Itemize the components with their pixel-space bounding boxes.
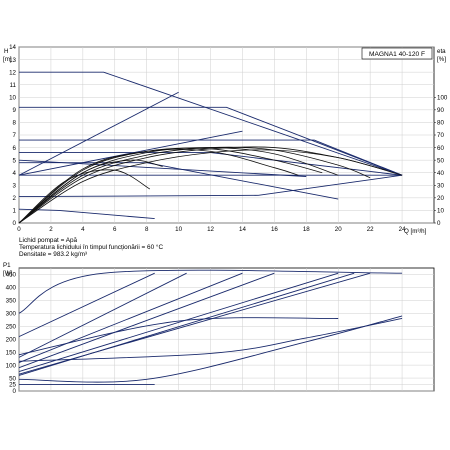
power-y-tick-label: 150 bbox=[6, 349, 17, 356]
qh-y-tick-label: 13 bbox=[9, 57, 16, 64]
model-label-box bbox=[361, 47, 433, 60]
qh-y-tick-label: 8 bbox=[13, 120, 17, 127]
power-axis-unit-p1: P1 bbox=[3, 262, 11, 269]
y2-axis-unit-eta: eta bbox=[437, 48, 446, 55]
note-density: Densitate = 983.2 kg/m³ bbox=[19, 251, 87, 258]
y-axis-unit-h: H bbox=[4, 48, 8, 55]
power-y-tick-label: 0 bbox=[13, 388, 17, 395]
power-curve-3 bbox=[18, 272, 187, 358]
note-liquid: Lichid pompat = Apă bbox=[19, 237, 78, 244]
power-y-tick-label: 200 bbox=[6, 336, 17, 343]
qh-y-tick-label: 12 bbox=[9, 69, 16, 76]
qh-series bbox=[18, 71, 403, 224]
qh-y-tick-label: 10 bbox=[9, 94, 16, 101]
power-curve-5 bbox=[18, 272, 275, 369]
qh-tick-labels: 0 2 4 6 8 10 12 14 16 18 20 22 240123456789101112131… bbox=[9, 44, 448, 233]
qh-y-tick-label: 6 bbox=[13, 145, 17, 152]
power-curve-9 bbox=[18, 317, 339, 356]
note-temperature: Temperatura lichidului în timpul funcțio… bbox=[19, 243, 163, 251]
power-y-tick-label: 50 bbox=[9, 375, 16, 382]
qh-y-tick-label: 1 bbox=[13, 208, 17, 215]
power-axis-unit-w: [W] bbox=[3, 270, 13, 277]
qh-y-tick-label: 9 bbox=[13, 107, 17, 114]
qh-y-tick-label: 5 bbox=[13, 157, 17, 164]
eta-tick-label: 30 bbox=[437, 182, 444, 189]
qh-y-tick-label: 14 bbox=[9, 44, 16, 51]
eta-curve-19 bbox=[18, 169, 151, 224]
qh-y-tick-label: 4 bbox=[13, 170, 17, 177]
qh-x-tick-label: 14 bbox=[239, 226, 246, 233]
qh-x-tick-label: 18 bbox=[303, 226, 310, 233]
power-y-tick-label: 400 bbox=[6, 285, 17, 292]
power-y-tick-label: 100 bbox=[6, 362, 17, 369]
power-y-tick-label: 300 bbox=[6, 311, 17, 318]
eta-tick-label: 90 bbox=[437, 107, 444, 114]
power-y-tick-label: 350 bbox=[6, 298, 17, 305]
qh-grid bbox=[18, 46, 436, 224]
eta-tick-label: 10 bbox=[437, 208, 444, 215]
x-axis-unit: Q [m³/h] bbox=[404, 228, 427, 235]
qh-y-tick-label: 3 bbox=[13, 182, 17, 189]
eta-tick-label: 80 bbox=[437, 120, 444, 127]
power-curve-10 bbox=[18, 315, 403, 383]
qh-x-tick-label: 20 bbox=[335, 226, 342, 233]
qh-y-tick-label: 2 bbox=[13, 195, 17, 202]
power-series bbox=[18, 269, 403, 385]
power-curve-8 bbox=[18, 272, 355, 376]
model-label: MAGNA1 40-120 F bbox=[369, 51, 425, 58]
eta-tick-label: 0 bbox=[437, 220, 441, 227]
power-curve-6 bbox=[18, 272, 339, 373]
power-curve-12 bbox=[18, 318, 403, 362]
qh-x-tick-label: 24 bbox=[399, 226, 406, 233]
eta-tick-label: 20 bbox=[437, 195, 444, 202]
qh-x-tick-label: 4 bbox=[81, 226, 85, 233]
eta-tick-label: 50 bbox=[437, 157, 444, 164]
qh-x-tick-label: 10 bbox=[175, 226, 182, 233]
power-curve-2 bbox=[18, 272, 155, 338]
y-axis-unit-m: [m] bbox=[3, 56, 12, 63]
y2-axis-unit-percent: [%] bbox=[437, 56, 446, 63]
eta-tick-label: 60 bbox=[437, 145, 444, 152]
eta-tick-label: 70 bbox=[437, 132, 444, 139]
eta-tick-label: 40 bbox=[437, 170, 444, 177]
qh-x-tick-label: 8 bbox=[145, 226, 149, 233]
power-curve-4 bbox=[18, 272, 243, 363]
qh-curve-1 bbox=[19, 71, 403, 176]
qh-x-tick-label: 16 bbox=[271, 226, 278, 233]
qh-x-tick-label: 12 bbox=[207, 226, 214, 233]
qh-curve-2 bbox=[19, 106, 403, 176]
qh-eta-chart: 0 2 4 6 8 10 12 14 16 18 20 22 240123456789101112131… bbox=[3, 44, 448, 258]
power-y-tick-label: 450 bbox=[6, 272, 17, 279]
eta-curve-18 bbox=[18, 159, 163, 224]
eta-curve-17 bbox=[18, 148, 299, 224]
qh-x-tick-label: 0 bbox=[17, 226, 21, 233]
qh-x-tick-label: 22 bbox=[367, 226, 374, 233]
power-curve-1 bbox=[18, 269, 403, 314]
qh-x-tick-label: 2 bbox=[49, 226, 53, 233]
qh-curve-3 bbox=[19, 139, 403, 176]
qh-y-tick-label: 0 bbox=[13, 220, 17, 227]
qh-x-tick-label: 6 bbox=[113, 226, 117, 233]
qh-curve-10 bbox=[18, 130, 243, 176]
qh-y-tick-label: 11 bbox=[10, 82, 17, 89]
qh-y-tick-label: 7 bbox=[13, 132, 17, 139]
qh-curve-7 bbox=[18, 174, 403, 198]
power-y-tick-label: 250 bbox=[6, 323, 17, 330]
power-y-tick-label: 25 bbox=[9, 382, 16, 389]
eta-tick-label: 100 bbox=[437, 94, 448, 101]
qh-curve-11 bbox=[18, 159, 307, 177]
